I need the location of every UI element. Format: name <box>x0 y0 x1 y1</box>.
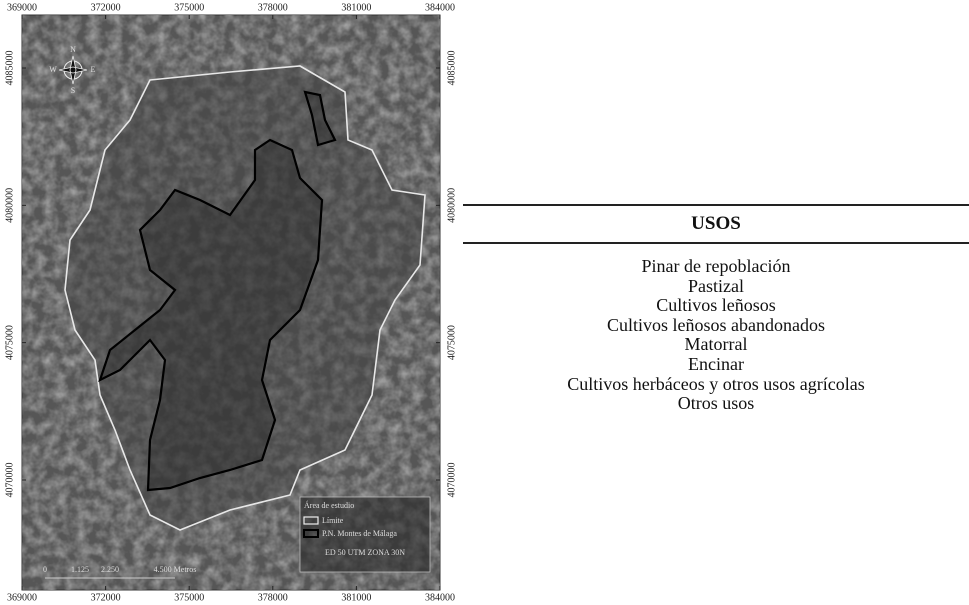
x-tick-label: 369000 <box>7 592 37 603</box>
table-row: Cultivos leñosos <box>656 295 776 316</box>
y-tick-label: 4080000 <box>446 188 457 223</box>
y-tick-label: 4080000 <box>4 188 15 223</box>
table-row: Pinar de repoblación <box>641 256 791 276</box>
legend: Área de estudio Límite P.N. Montes de Má… <box>299 496 431 573</box>
legend-item: P.N. Montes de Málaga <box>322 529 397 538</box>
table-row: Pastizal <box>688 275 744 296</box>
x-tick-label: 372000 <box>91 2 121 13</box>
x-tick-label: 381000 <box>341 592 371 603</box>
table: USOS Pinar de repoblación Pastizal Cultivo… <box>463 204 969 414</box>
compass-w: W <box>49 65 57 74</box>
y-tick-label: 4070000 <box>4 463 15 498</box>
compass-n: N <box>70 45 76 54</box>
scale-label: 4.500 Metros <box>154 565 197 574</box>
legend-box <box>299 496 431 573</box>
table-row: Matorral <box>684 334 748 355</box>
scale-label: 0 <box>43 565 47 574</box>
x-tick-label: 378000 <box>258 592 288 603</box>
x-tick-label: 375000 <box>174 2 204 13</box>
legend-swatch <box>303 529 319 538</box>
study-area-boundary <box>64 65 426 531</box>
legend-item: Límite <box>322 516 344 525</box>
scale-bar: 0 1.125 2.250 4.500 Metros <box>43 565 197 579</box>
y-tick-label: 4085000 <box>446 51 457 86</box>
park-boundary <box>98 90 337 492</box>
x-tick-label: 375000 <box>174 592 204 603</box>
compass-s: S <box>71 86 75 95</box>
projection: ED 50 UTM ZONA 30N <box>325 548 405 557</box>
compass: N S W E <box>49 45 95 95</box>
compass-rose <box>58 55 88 85</box>
x-tick-label: 384000 <box>425 592 455 603</box>
y-tick-label: 4085000 <box>4 51 15 86</box>
y-tick-label: 4075000 <box>446 325 457 360</box>
table-body: Pinar de repoblación Pastizal Cultivos leñ… <box>463 244 969 414</box>
table-row: Otros usos <box>677 393 755 414</box>
legend-swatch <box>303 516 319 525</box>
table-row: Cultivos herbáceos y otros usos agrícola… <box>567 373 865 394</box>
x-tick-label: 378000 <box>258 2 288 13</box>
legend-title: Área de estudio <box>304 500 354 510</box>
y-tick-label: 4070000 <box>446 463 457 498</box>
x-tick-label: 384000 <box>425 2 455 13</box>
table-row: Cultivos leñosos abandonados <box>607 314 825 335</box>
scale-label: 2.250 <box>101 565 119 574</box>
y-tick-label: 4075000 <box>4 325 15 360</box>
map: N S W E Área de estudio Límite P.N. Mont… <box>4 2 457 603</box>
x-tick-label: 369000 <box>7 2 37 13</box>
scale-label: 1.125 <box>71 565 89 574</box>
compass-e: E <box>91 65 96 74</box>
x-tick-label: 381000 <box>341 2 371 13</box>
table-header: USOS <box>463 204 969 244</box>
table-row: Encinar <box>688 353 744 374</box>
x-tick-label: 372000 <box>91 592 121 603</box>
